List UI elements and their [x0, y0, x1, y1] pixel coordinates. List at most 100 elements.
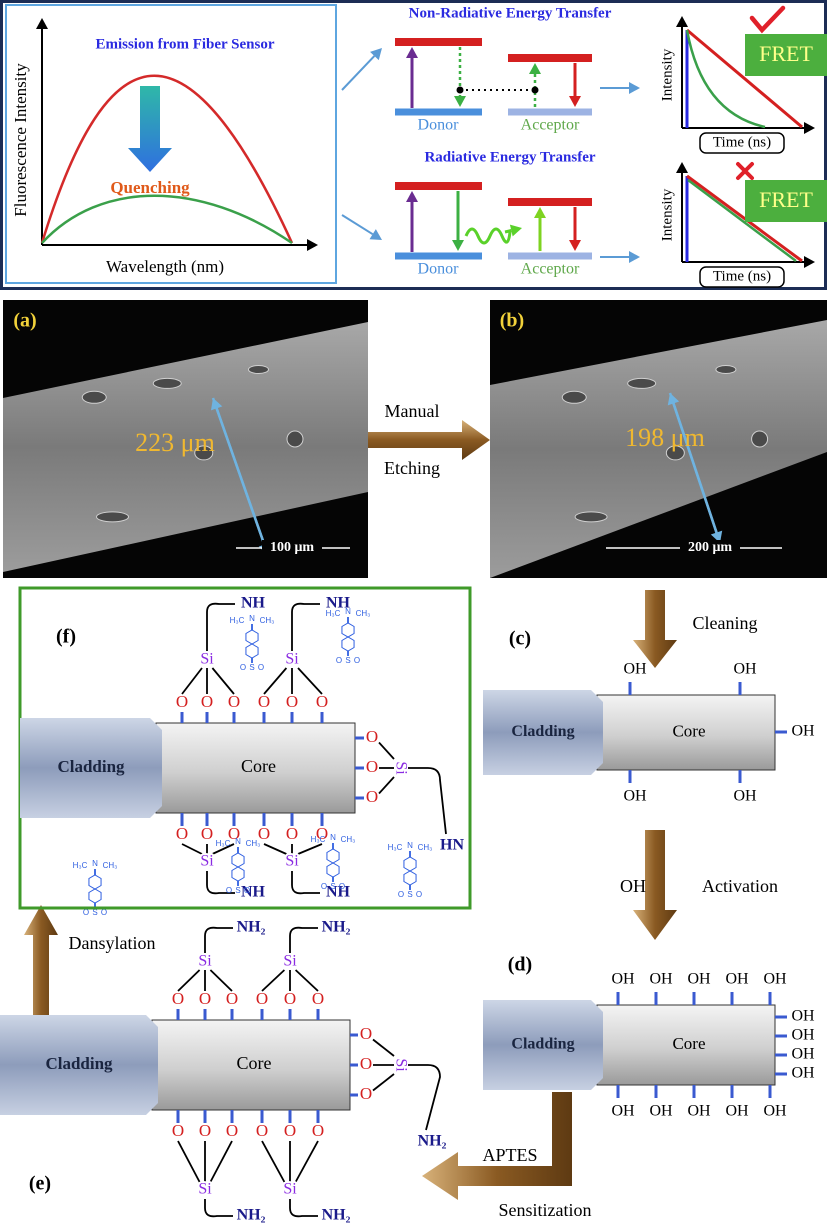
hydroxyl-label: OH: [733, 788, 757, 805]
dansyl-oxygen: O: [354, 656, 360, 665]
panel-label: (d): [508, 954, 532, 976]
silicon-label: Si: [392, 761, 409, 775]
page: { "top_panel": { "emission": {"title": "…: [0, 0, 827, 1226]
dansyl-ring: [89, 889, 101, 903]
panel-label: (f): [56, 626, 76, 648]
alkyl-chain: [292, 871, 320, 893]
surface-debris: [716, 366, 736, 374]
hydroxyl-label: OH: [791, 1046, 815, 1063]
bond: [264, 844, 286, 854]
bond: [296, 970, 318, 991]
hydroxyl-label: OH: [791, 723, 815, 740]
bond: [373, 1040, 394, 1057]
amine-label: NH: [241, 595, 266, 612]
x-axis-head: [804, 122, 815, 134]
bond: [296, 1141, 318, 1182]
dansyl-ring: [342, 637, 354, 651]
coupling-dot: [457, 87, 464, 94]
surface-debris: [575, 512, 607, 522]
bond: [212, 668, 234, 694]
dansyl-nitrogen: N: [235, 837, 241, 846]
dansyl-ring: [246, 630, 258, 644]
silicon-label: Si: [392, 1058, 409, 1072]
hydroxyl-label: OH: [791, 1065, 815, 1082]
dansyl-oxygen: O: [244, 886, 250, 895]
hydroxyl-label: OH: [725, 971, 749, 988]
check-mark: [752, 8, 783, 30]
acceptor-excitation-arrow-head: [529, 63, 541, 74]
alkyl-chain: [292, 604, 320, 651]
dansyl-oxygen: O: [339, 882, 345, 891]
amine-label: NH₂: [418, 1133, 447, 1150]
connector-arrow-head: [629, 251, 640, 263]
dansyl-methyl: CH₃: [341, 835, 356, 844]
oxygen-label: O: [366, 787, 378, 806]
dansyl-oxygen: O: [416, 890, 422, 899]
dansyl-methyl: CH₃: [260, 616, 275, 625]
emission-arrow-head: [569, 240, 581, 251]
dansyl-ring: [404, 857, 416, 871]
oxygen-label: O: [312, 1121, 324, 1140]
hydroxyl-label: OH: [611, 971, 635, 988]
surface-debris: [153, 378, 181, 388]
bond: [298, 844, 322, 854]
dansyl-ring: [89, 875, 101, 889]
hydroxyl-label: OH: [687, 971, 711, 988]
alkyl-chain: [290, 1199, 318, 1216]
acceptor-label: Acceptor: [521, 261, 580, 278]
amine-label: NH₂: [237, 919, 266, 936]
dansyl-nitrogen: N: [92, 859, 98, 868]
silicon-label: Si: [285, 651, 299, 668]
dansyl-nitrogen: N: [407, 841, 413, 850]
oxygen-label: O: [172, 989, 184, 1008]
transfer-title: Radiative Energy Transfer: [424, 149, 595, 165]
oxygen-label: O: [226, 989, 238, 1008]
dansyl-oxygen: O: [258, 663, 264, 672]
dansyl-nitrogen: N: [330, 833, 336, 842]
oxygen-label: O: [360, 1054, 372, 1073]
hydroxyl-label: OH: [733, 661, 757, 678]
dansyl-ring: [342, 623, 354, 637]
dansyl-nitrogen: N: [249, 614, 255, 623]
amine-label: NH₂: [322, 1207, 351, 1224]
step-label: Dansylation: [69, 933, 156, 953]
oxygen-label: O: [226, 1121, 238, 1140]
silicon-label: Si: [285, 853, 299, 870]
dansyl-oxygen: O: [321, 882, 327, 891]
hydroxyl-label: OH: [649, 1103, 673, 1120]
oxygen-label: O: [176, 692, 188, 711]
dansyl-nitrogen: N: [345, 607, 351, 616]
connector-arrow: [342, 56, 374, 90]
relaxation-arrow-head: [454, 96, 466, 107]
oxygen-label: O: [176, 824, 188, 843]
oxygen-label: O: [199, 989, 211, 1008]
dansyl-oxygen: O: [398, 890, 404, 899]
dansyl-methyl: H₃C: [326, 609, 341, 618]
dansyl-methyl: CH₃: [246, 839, 261, 848]
connector-arrow-head: [369, 229, 382, 240]
donor-label: Donor: [418, 261, 460, 278]
photon-arrow-head: [510, 225, 522, 237]
oxygen-label: O: [199, 1121, 211, 1140]
bond: [373, 1074, 394, 1091]
oxygen-label: O: [228, 692, 240, 711]
x-axis-label: Time (ns): [713, 134, 771, 150]
absorption-arrow-head: [534, 207, 546, 218]
oxygen-label: O: [312, 989, 324, 1008]
emission-arrow-head: [452, 240, 464, 251]
hydroxyl-label: OH: [649, 971, 673, 988]
bond: [262, 970, 284, 991]
bond: [262, 1141, 284, 1182]
cladding-label: Cladding: [45, 1054, 113, 1073]
step-label: Activation: [702, 876, 778, 896]
dansyl-methyl: CH₃: [418, 843, 433, 852]
dansyl-methyl: H₃C: [388, 843, 403, 852]
surface-debris: [562, 391, 586, 403]
silicon-label: Si: [198, 953, 212, 970]
core-label: Core: [672, 1034, 705, 1053]
step-label: Cleaning: [693, 613, 758, 633]
y-axis-label: Fluorescence Intensity: [11, 63, 30, 217]
dansyl-sulfur: S: [330, 882, 335, 891]
surface-debris: [628, 378, 656, 388]
silicon-label: Si: [283, 1181, 297, 1198]
